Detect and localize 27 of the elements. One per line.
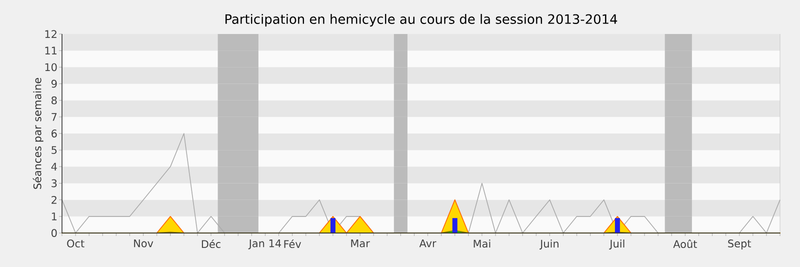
x-tick-label: Jan 14	[248, 240, 281, 250]
chart-title: Participation en hemicycle au cours de la session 2013-2014	[225, 14, 618, 26]
x-tick-label: Sept	[728, 240, 752, 250]
x-tick-label: Août	[673, 240, 697, 248]
y-tick-label: 12	[45, 30, 56, 38]
y-tick-label: 0	[52, 229, 57, 237]
y-tick-label: 1	[52, 212, 57, 220]
x-tick-label: Mai	[474, 240, 490, 248]
y-tick-label: 2	[52, 196, 56, 204]
x-tick-label: Fév	[284, 240, 302, 248]
x-tick-label: Nov	[134, 240, 154, 248]
y-tick-label: 4	[51, 162, 57, 170]
x-tick-label: Juin	[540, 240, 558, 250]
y-tick-label: 9	[51, 80, 57, 88]
x-tick-label: Juil	[609, 240, 624, 250]
y-tick-label: 6	[52, 130, 57, 138]
y-tick-label: 5	[52, 146, 57, 154]
y-tick-label: 3	[52, 179, 57, 188]
y-tick-label: 7	[52, 113, 57, 121]
y-axis-title: Séances par semaine	[32, 78, 44, 189]
x-tick-label: Oct	[67, 240, 84, 248]
x-tick-label: Avr	[419, 240, 436, 248]
y-tick-label: 8	[52, 96, 57, 104]
y-tick-label: 11	[45, 46, 57, 54]
y-tick-label: 10	[45, 63, 57, 72]
x-tick-label: Mar	[351, 240, 370, 248]
x-tick-label: Déc	[202, 240, 220, 248]
